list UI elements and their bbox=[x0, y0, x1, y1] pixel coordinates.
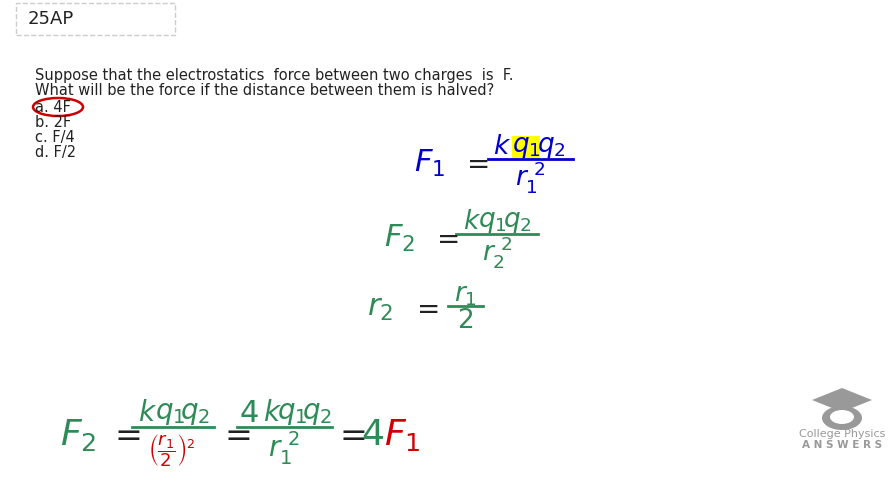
FancyBboxPatch shape bbox=[16, 3, 175, 35]
Text: $r_{1}^{\ 2}$: $r_{1}^{\ 2}$ bbox=[515, 159, 545, 195]
Text: $F_{1}$: $F_{1}$ bbox=[383, 417, 420, 453]
Text: $q_{1}$: $q_{1}$ bbox=[155, 399, 185, 427]
Text: What will be the force if the distance between them is halved?: What will be the force if the distance b… bbox=[35, 82, 495, 98]
Text: $q_{2}$: $q_{2}$ bbox=[503, 209, 531, 235]
Text: $q_{1}$: $q_{1}$ bbox=[277, 399, 307, 427]
Text: $=$: $=$ bbox=[108, 418, 141, 452]
Text: $F_{1}$: $F_{1}$ bbox=[415, 147, 445, 179]
Text: $=$: $=$ bbox=[218, 418, 251, 452]
Text: $q_{2}$: $q_{2}$ bbox=[302, 399, 332, 427]
Text: $r_{2}$: $r_{2}$ bbox=[367, 293, 393, 322]
Text: $=$: $=$ bbox=[461, 149, 489, 177]
Text: College Physics: College Physics bbox=[799, 429, 885, 439]
Text: d. F/2: d. F/2 bbox=[35, 144, 76, 159]
Text: Suppose that the electrostatics  force between two charges  is  F.: Suppose that the electrostatics force be… bbox=[35, 67, 513, 82]
Ellipse shape bbox=[822, 406, 862, 430]
Text: A N S W E R S: A N S W E R S bbox=[802, 440, 882, 450]
Text: b. 2F: b. 2F bbox=[35, 115, 72, 129]
Text: c. F/4: c. F/4 bbox=[35, 129, 74, 144]
Text: $q_{2}$: $q_{2}$ bbox=[180, 399, 210, 427]
Text: $\left(\dfrac{r_{1}}{2}\right)^{2}$: $\left(\dfrac{r_{1}}{2}\right)^{2}$ bbox=[149, 433, 195, 469]
Text: $r_{1}^{\ 2}$: $r_{1}^{\ 2}$ bbox=[268, 429, 299, 467]
Ellipse shape bbox=[830, 410, 854, 424]
Text: $=$: $=$ bbox=[431, 224, 459, 252]
Text: $q_{2}$: $q_{2}$ bbox=[537, 134, 565, 160]
FancyBboxPatch shape bbox=[512, 136, 540, 158]
Text: $F_{2}$: $F_{2}$ bbox=[60, 417, 97, 453]
Text: $F_{2}$: $F_{2}$ bbox=[384, 222, 416, 254]
Text: 25AP: 25AP bbox=[28, 10, 74, 28]
Text: $k$: $k$ bbox=[137, 399, 157, 427]
Text: $4$: $4$ bbox=[239, 398, 259, 428]
Text: $r_{2}^{\ 2}$: $r_{2}^{\ 2}$ bbox=[482, 234, 512, 270]
Text: $k$: $k$ bbox=[463, 209, 481, 235]
Text: $4$: $4$ bbox=[360, 418, 383, 452]
Text: $k$: $k$ bbox=[263, 399, 281, 427]
Text: $k$: $k$ bbox=[493, 134, 511, 160]
Polygon shape bbox=[812, 388, 872, 412]
Text: a. 4F: a. 4F bbox=[35, 100, 71, 115]
Text: $=$: $=$ bbox=[411, 294, 439, 322]
Text: $=$: $=$ bbox=[332, 418, 366, 452]
Text: $2$: $2$ bbox=[457, 308, 473, 334]
Text: $q_{1}$: $q_{1}$ bbox=[478, 209, 506, 235]
Text: $q_{1}$: $q_{1}$ bbox=[512, 134, 540, 160]
Text: $r_{1}$: $r_{1}$ bbox=[453, 282, 477, 308]
